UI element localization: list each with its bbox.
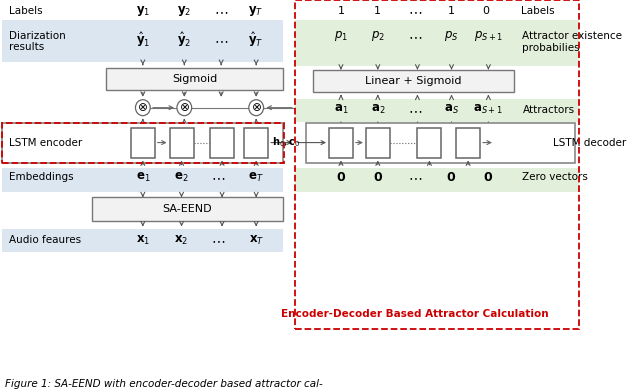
Bar	[417, 128, 441, 158]
Text: Labels: Labels	[521, 6, 554, 16]
Text: $\mathbf{0}$: $\mathbf{0}$	[483, 171, 494, 184]
Text: $\mathbf{x}_T$: $\mathbf{x}_T$	[248, 234, 264, 247]
Text: $p_S$: $p_S$	[444, 29, 459, 43]
Bar	[329, 128, 353, 158]
Text: $\hat{\mathbf{y}}_2$: $\hat{\mathbf{y}}_2$	[177, 30, 191, 50]
Text: $\mathbf{e}_1$: $\mathbf{e}_1$	[135, 171, 150, 184]
Text: $\cdots$: $\cdots$	[408, 103, 422, 117]
Bar	[313, 70, 514, 92]
Text: Diarization: Diarization	[9, 31, 66, 41]
Text: $\mathbf{a}_2$: $\mathbf{a}_2$	[370, 103, 385, 116]
Text: $\cdots$: $\cdots$	[408, 4, 422, 18]
Text: $\otimes$: $\otimes$	[137, 101, 149, 114]
Text: 1: 1	[448, 6, 455, 16]
Bar	[295, 167, 579, 192]
Text: LSTM encoder: LSTM encoder	[9, 138, 82, 147]
Text: $\mathbf{0}$: $\mathbf{0}$	[336, 171, 346, 184]
Text: Figure 1: SA-EEND with encoder-decoder based attractor cal-: Figure 1: SA-EEND with encoder-decoder b…	[4, 379, 322, 389]
Text: Attractors: Attractors	[523, 105, 574, 115]
Bar	[244, 128, 268, 158]
Text: LSTM decoder: LSTM decoder	[553, 138, 626, 147]
Bar	[169, 128, 193, 158]
Text: $\otimes$: $\otimes$	[179, 101, 190, 114]
Bar	[295, 0, 579, 329]
Text: $p_2$: $p_2$	[371, 29, 385, 43]
Bar	[131, 128, 155, 158]
Text: $\hat{\mathbf{y}}_T$: $\hat{\mathbf{y}}_T$	[248, 30, 264, 50]
Circle shape	[249, 100, 264, 116]
Text: Attractor existence: Attractor existence	[523, 31, 623, 41]
Text: $\cdots$: $\cdots$	[211, 170, 226, 184]
Text: $\cdots$: $\cdots$	[214, 33, 228, 47]
Text: $\mathbf{0}$: $\mathbf{0}$	[446, 171, 456, 184]
Bar	[106, 68, 283, 90]
Text: $\mathbf{y}_2$: $\mathbf{y}_2$	[177, 4, 191, 18]
Text: $\mathbf{a}_{S+1}$: $\mathbf{a}_{S+1}$	[473, 103, 503, 116]
Text: Encoder-Decoder Based Attractor Calculation: Encoder-Decoder Based Attractor Calculat…	[281, 309, 549, 319]
Text: $\mathbf{x}_1$: $\mathbf{x}_1$	[136, 234, 150, 247]
Text: results: results	[9, 42, 44, 52]
Text: Linear + Sigmoid: Linear + Sigmoid	[365, 76, 462, 86]
Bar	[306, 122, 575, 163]
Bar	[456, 128, 480, 158]
Text: $\mathbf{x}_2$: $\mathbf{x}_2$	[174, 234, 188, 247]
Text: Labels: Labels	[9, 6, 43, 16]
Bar	[2, 20, 283, 62]
Text: $\hat{\mathbf{y}}_1$: $\hat{\mathbf{y}}_1$	[136, 30, 150, 50]
Text: Embeddings: Embeddings	[9, 172, 74, 183]
Circle shape	[177, 100, 191, 116]
Text: $\cdots$: $\cdots$	[214, 4, 228, 18]
Text: probabilies: probabilies	[523, 43, 580, 53]
Text: $\cdots$: $\cdots$	[211, 233, 226, 247]
Bar	[366, 128, 390, 158]
Circle shape	[135, 100, 150, 116]
Text: $\cdots$: $\cdots$	[408, 29, 422, 43]
Bar	[2, 122, 284, 163]
Bar	[2, 122, 283, 163]
Text: $\mathbf{a}_1$: $\mathbf{a}_1$	[334, 103, 348, 116]
Text: $\otimes$: $\otimes$	[251, 101, 262, 114]
Text: 0: 0	[482, 6, 489, 16]
Text: SA-EEND: SA-EEND	[162, 204, 212, 215]
Text: $\mathbf{a}_S$: $\mathbf{a}_S$	[444, 103, 459, 116]
Text: $\mathbf{h}_0, \mathbf{c}_0$: $\mathbf{h}_0, \mathbf{c}_0$	[272, 136, 300, 149]
Bar	[210, 128, 234, 158]
Text: Audio feaures: Audio feaures	[9, 235, 82, 245]
Text: Sigmoid: Sigmoid	[172, 74, 217, 84]
Text: $\mathbf{y}_T$: $\mathbf{y}_T$	[248, 4, 264, 18]
Bar	[92, 197, 283, 222]
Text: $\mathbf{0}$: $\mathbf{0}$	[373, 171, 383, 184]
Bar	[295, 99, 579, 122]
Bar	[2, 229, 283, 252]
Text: $p_{S+1}$: $p_{S+1}$	[474, 29, 503, 43]
Bar	[295, 20, 579, 66]
Text: $\mathbf{e}_T$: $\mathbf{e}_T$	[248, 171, 264, 184]
Text: 1: 1	[337, 6, 344, 16]
Text: $\mathbf{e}_2$: $\mathbf{e}_2$	[174, 171, 189, 184]
Bar	[2, 167, 283, 192]
Text: Zero vectors: Zero vectors	[523, 172, 588, 183]
Text: 1: 1	[374, 6, 381, 16]
Text: $p_1$: $p_1$	[334, 29, 348, 43]
Text: $\mathbf{y}_1$: $\mathbf{y}_1$	[136, 4, 150, 18]
Text: $\cdots$: $\cdots$	[408, 170, 422, 184]
